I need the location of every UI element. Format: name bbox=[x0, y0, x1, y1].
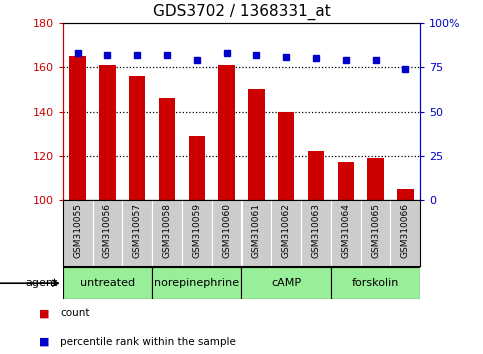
Bar bbox=[63, 200, 93, 266]
Title: GDS3702 / 1368331_at: GDS3702 / 1368331_at bbox=[153, 4, 330, 20]
Bar bbox=[152, 267, 242, 299]
Bar bbox=[129, 76, 145, 200]
Bar bbox=[159, 98, 175, 200]
Text: ■: ■ bbox=[39, 308, 49, 318]
Bar bbox=[248, 89, 265, 200]
Bar bbox=[63, 267, 152, 299]
Text: forskolin: forskolin bbox=[352, 278, 399, 288]
Bar bbox=[182, 200, 212, 266]
Text: count: count bbox=[60, 308, 90, 318]
Bar bbox=[331, 200, 361, 266]
Bar bbox=[278, 112, 294, 200]
Bar bbox=[152, 200, 182, 266]
Bar bbox=[189, 136, 205, 200]
Text: GSM310062: GSM310062 bbox=[282, 202, 291, 257]
Bar bbox=[390, 200, 420, 266]
Bar bbox=[99, 65, 115, 200]
Bar bbox=[331, 267, 420, 299]
Bar bbox=[308, 152, 324, 200]
Bar bbox=[242, 200, 271, 266]
Text: GSM310061: GSM310061 bbox=[252, 202, 261, 258]
Bar bbox=[122, 200, 152, 266]
Bar bbox=[70, 56, 86, 200]
Bar bbox=[242, 267, 331, 299]
Bar bbox=[338, 162, 354, 200]
Text: GSM310056: GSM310056 bbox=[103, 202, 112, 258]
Text: GSM310063: GSM310063 bbox=[312, 202, 320, 258]
Text: cAMP: cAMP bbox=[271, 278, 301, 288]
Text: GSM310065: GSM310065 bbox=[371, 202, 380, 258]
Text: agent: agent bbox=[26, 278, 58, 288]
Text: GSM310058: GSM310058 bbox=[163, 202, 171, 258]
Text: GSM310066: GSM310066 bbox=[401, 202, 410, 258]
Bar bbox=[397, 189, 413, 200]
Text: GSM310064: GSM310064 bbox=[341, 202, 350, 257]
Bar bbox=[301, 200, 331, 266]
Bar bbox=[271, 200, 301, 266]
Text: GSM310055: GSM310055 bbox=[73, 202, 82, 258]
Bar bbox=[218, 65, 235, 200]
Text: norepinephrine: norepinephrine bbox=[154, 278, 240, 288]
Text: GSM310060: GSM310060 bbox=[222, 202, 231, 258]
Bar bbox=[361, 200, 390, 266]
Text: percentile rank within the sample: percentile rank within the sample bbox=[60, 337, 236, 347]
Text: GSM310059: GSM310059 bbox=[192, 202, 201, 258]
Bar bbox=[368, 158, 384, 200]
Text: GSM310057: GSM310057 bbox=[133, 202, 142, 258]
Text: ■: ■ bbox=[39, 337, 49, 347]
Bar bbox=[93, 200, 122, 266]
Text: untreated: untreated bbox=[80, 278, 135, 288]
Bar bbox=[212, 200, 242, 266]
